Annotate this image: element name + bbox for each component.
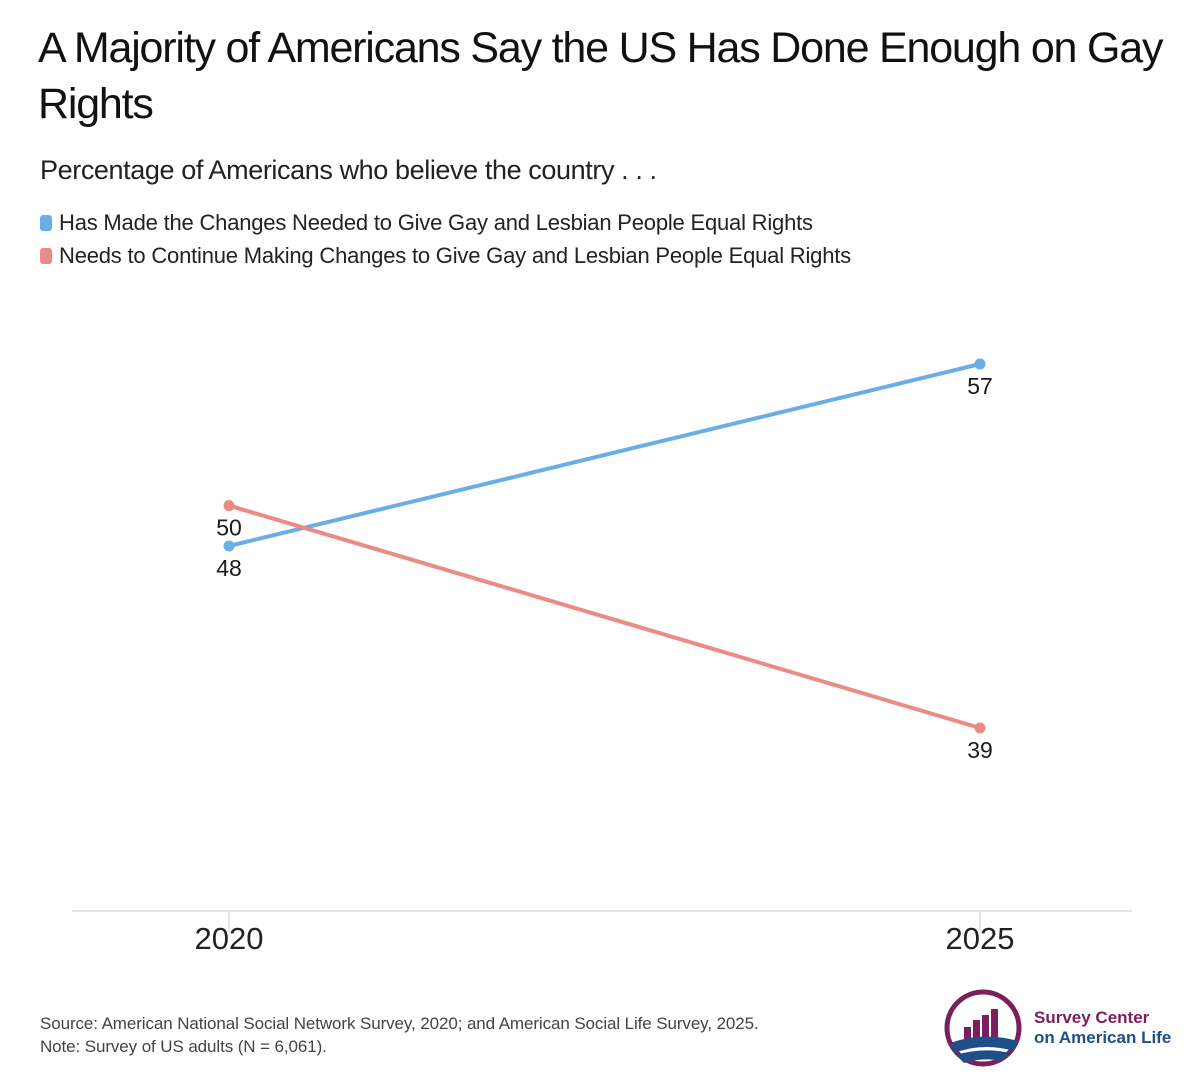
source-note: Source: American National Social Network…: [40, 1014, 759, 1033]
legend-label-continue-changes: Needs to Continue Making Changes to Give…: [59, 242, 851, 268]
data-label-s1-p1: 39: [967, 737, 993, 763]
survey-center-logo: Survey Center on American Life: [942, 988, 1182, 1068]
data-label-s0-p0: 48: [216, 555, 242, 581]
legend-label-made-changes: Has Made the Changes Needed to Give Gay …: [59, 209, 813, 235]
series-line-0: [227, 362, 982, 548]
legend-item-made-changes: Has Made the Changes Needed to Give Gay …: [40, 206, 851, 239]
logo-emblem-icon: [944, 989, 1022, 1067]
chart-title: A Majority of Americans Say the US Has D…: [38, 24, 1163, 128]
x-tick-label-2025: 2025: [946, 921, 1015, 956]
data-label-s0-p1: 57: [967, 373, 993, 399]
series-0-point-1: [974, 358, 986, 370]
x-tick-label-2020: 2020: [195, 921, 264, 956]
series-1-point-1: [974, 722, 986, 734]
legend-swatch-red: [40, 247, 52, 264]
data-label-s1-p0: 50: [216, 515, 242, 541]
legend: Has Made the Changes Needed to Give Gay …: [40, 206, 851, 272]
legend-swatch-blue: [40, 214, 52, 231]
chart-subtitle: Percentage of Americans who believe the …: [40, 155, 657, 185]
series-line-1: [227, 503, 982, 730]
logo-wordmark: Survey Center on American Life: [1034, 1008, 1171, 1048]
logo-line-2: on American Life: [1034, 1028, 1172, 1047]
footer: Source: American National Social Network…: [40, 1012, 759, 1058]
sample-note: Note: Survey of US adults (N = 6,061).: [40, 1037, 327, 1056]
series-0-point-0: [223, 540, 235, 552]
logo-line-1: Survey Center: [1034, 1008, 1150, 1027]
series-1-point-0: [223, 500, 235, 512]
legend-item-continue-changes: Needs to Continue Making Changes to Give…: [40, 239, 851, 272]
